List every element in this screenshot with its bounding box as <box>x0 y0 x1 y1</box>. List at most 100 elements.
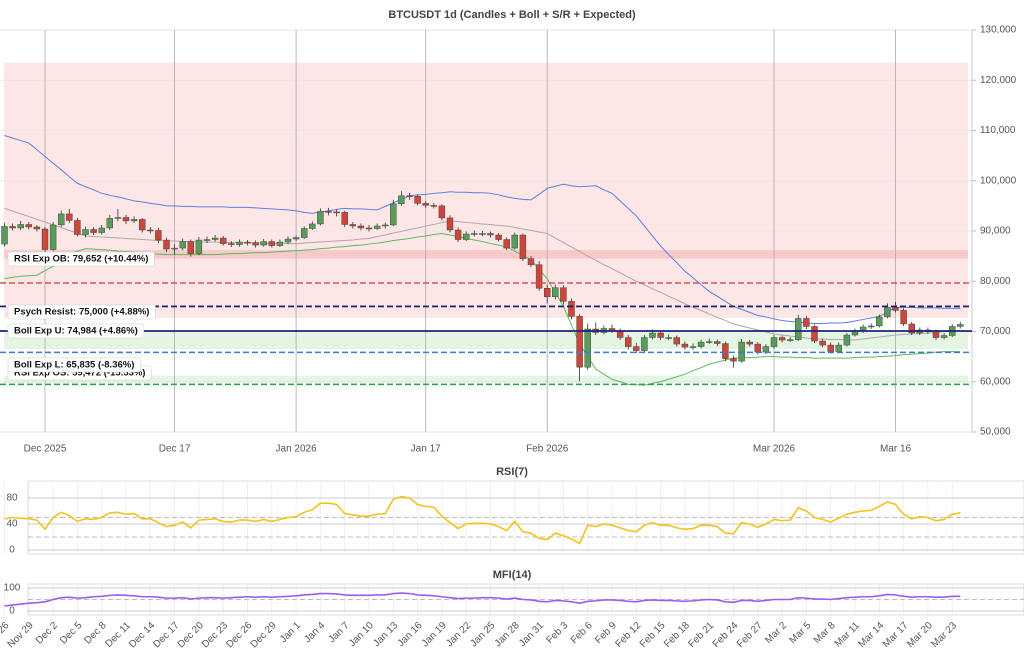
candle-body <box>568 301 575 317</box>
x-tick-label: Mar 5 <box>788 620 814 646</box>
y-tick-label: 120,000 <box>980 75 1017 86</box>
x-tick-label: Mar 23 <box>929 620 959 650</box>
candle-body <box>236 241 243 245</box>
label-box <box>7 323 145 339</box>
y-tick-label: 100 <box>4 583 21 594</box>
rsi-line <box>4 495 961 545</box>
candle-body <box>398 195 405 205</box>
candle-body <box>576 316 583 368</box>
candle-body <box>633 346 640 351</box>
x-tick-label: Feb 24 <box>711 620 741 650</box>
candle-body <box>106 218 114 229</box>
candle-body <box>932 331 940 338</box>
y-tick-label: 0 <box>9 606 15 617</box>
level-label-text: RSI Exp OS: 59,472 (-15.53%) <box>14 368 145 379</box>
candle-body <box>406 195 413 198</box>
candle-body <box>560 287 567 302</box>
candle-body <box>98 227 105 233</box>
candle-body <box>341 212 348 225</box>
candle-body <box>738 341 745 362</box>
candle-body <box>957 324 964 327</box>
candle-body <box>697 341 705 347</box>
candle-body <box>673 337 680 345</box>
x-tick-label: Jan 28 <box>493 620 522 649</box>
zone <box>4 62 968 318</box>
x-tick-label: Jan 1 <box>278 620 303 645</box>
level-label: RSI Exp OB: 79,652 (+10.44%) <box>7 251 155 267</box>
x-tick-label: Feb 15 <box>638 620 668 650</box>
x-tick-label: Dec 5 <box>58 620 85 647</box>
x-tick-label: Mar 14 <box>857 620 887 650</box>
candle-body <box>892 307 899 311</box>
candle-body <box>365 227 373 230</box>
x-tick-label: Feb 18 <box>662 620 692 650</box>
x-tick-label: Feb 27 <box>735 620 765 650</box>
y-tick-label: 40 <box>6 519 18 530</box>
boll-lower <box>4 233 961 386</box>
y-tick-label: 90,000 <box>980 226 1011 237</box>
candle-body <box>292 237 300 240</box>
x-tick-label: Mar 17 <box>881 620 911 650</box>
x-tick-label: Feb 6 <box>569 620 595 646</box>
candle-body <box>454 229 462 240</box>
candle-body <box>803 318 810 327</box>
candle-body <box>778 337 786 341</box>
mfi-line <box>4 592 961 607</box>
y-tick-label: 80,000 <box>980 276 1011 287</box>
candle-body <box>940 335 948 338</box>
candle-body <box>211 237 219 240</box>
candle-body <box>552 287 559 298</box>
y-tick-label: 0 <box>9 545 15 556</box>
zone <box>4 250 968 259</box>
candle-body <box>754 343 761 353</box>
x-tick-label: Feb 3 <box>545 620 571 646</box>
candle-body <box>625 337 632 347</box>
candle-body <box>811 326 818 342</box>
x-tick-label: Jan 16 <box>396 620 425 649</box>
candle-body <box>535 264 543 289</box>
candle-body <box>90 229 97 233</box>
candle-body <box>74 220 81 235</box>
y-tick-label: 130,000 <box>980 25 1017 36</box>
label-box <box>7 304 156 320</box>
candle-body <box>770 337 778 347</box>
candle-body <box>884 307 891 318</box>
candle-body <box>317 211 324 225</box>
candle-body <box>843 334 851 346</box>
x-tick-label: Mar 20 <box>905 620 935 650</box>
candle-body <box>276 241 284 246</box>
candle-body <box>787 339 794 341</box>
level-label: Psych Resist: 75,000 (+4.88%) <box>7 304 156 320</box>
y-tick-label: 100,000 <box>980 175 1017 186</box>
candle-body <box>1 226 8 245</box>
level-label-text: Psych Resist: 75,000 (+4.88%) <box>14 307 149 318</box>
candle-body <box>665 337 672 339</box>
candle-body <box>49 224 57 250</box>
candle-body <box>179 241 186 249</box>
y-tick-label: 80 <box>6 493 18 504</box>
candle-body <box>17 224 24 229</box>
candle-body <box>495 234 502 240</box>
x-tick-label: Dec 2 <box>34 620 61 647</box>
candle-body <box>203 239 211 241</box>
candle-body <box>584 328 591 368</box>
candle-body <box>446 217 454 231</box>
zone <box>4 375 968 384</box>
x-tick-label: Dec 2025 <box>24 444 67 455</box>
candle-body <box>309 223 316 229</box>
candle-body <box>155 230 162 241</box>
level-label: Boll Exp L: 65,835 (-8.36%) <box>7 357 141 373</box>
x-tick-label: Dec 14 <box>127 620 157 650</box>
candle-body <box>82 229 89 235</box>
candle-body <box>122 217 130 222</box>
x-tick-label: Dec 23 <box>200 620 230 650</box>
candle-body <box>171 247 178 250</box>
candle-body <box>722 343 729 359</box>
level-label-text: Boll Exp L: 65,835 (-8.36%) <box>14 360 134 371</box>
x-tick-label: Dec 17 <box>159 444 191 455</box>
candle-body <box>382 224 389 227</box>
y-tick-label: 70,000 <box>980 326 1011 337</box>
x-tick-label: Jan 31 <box>517 620 546 649</box>
x-tick-label: Nov 29 <box>6 620 36 650</box>
